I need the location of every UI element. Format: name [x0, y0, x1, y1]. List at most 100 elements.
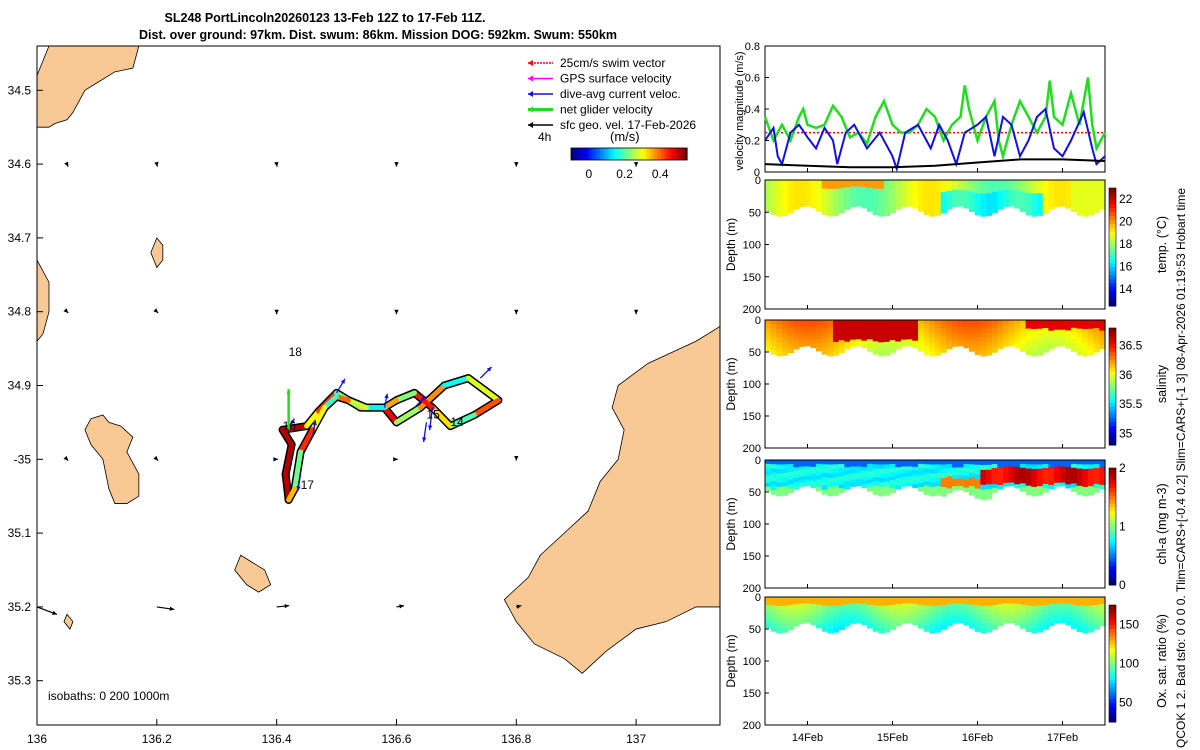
profile-cell — [878, 180, 885, 186]
profile-cell — [1099, 320, 1106, 325]
velocity-series-line — [764, 158, 1106, 169]
profile-cell — [1076, 464, 1083, 470]
profile-cell — [912, 197, 919, 202]
profile-cell — [901, 473, 908, 477]
profile-cell — [1048, 183, 1055, 188]
profile-colorbar-tick-label: 2 — [1119, 461, 1126, 475]
profile-cell — [1065, 610, 1072, 615]
profile-cell — [1059, 606, 1066, 611]
profile-cell — [787, 192, 794, 197]
profile-cell — [952, 199, 959, 204]
map-ytick-label: 34.8 — [8, 305, 32, 319]
profile-cell — [1065, 477, 1072, 482]
profile-cell — [946, 180, 953, 185]
profile-cell — [1059, 196, 1066, 201]
geo-vector-arrow-head — [284, 603, 290, 609]
profile-cell — [838, 484, 845, 489]
profile-cell — [1031, 482, 1038, 488]
profile-cell — [923, 192, 930, 198]
profile-cell — [1054, 193, 1061, 198]
profile-cell — [1082, 486, 1089, 492]
profile-cell — [804, 619, 811, 624]
legend-arrowhead — [528, 106, 533, 113]
profile-cell — [1065, 333, 1072, 338]
profile-cell — [923, 622, 930, 628]
profile-cell — [884, 210, 891, 216]
profile-cell — [940, 469, 947, 475]
profile-cell — [963, 180, 970, 185]
profile-cell — [918, 207, 925, 212]
profile-cell — [804, 342, 811, 347]
profile-cell — [1003, 203, 1010, 207]
profile-cell — [1076, 472, 1083, 478]
profile-cell — [816, 479, 823, 484]
profile-colorbar-cell — [1109, 207, 1116, 213]
geo-vector-arrow-head — [514, 309, 519, 315]
profile-cell — [901, 600, 908, 605]
colorbar-cell — [585, 148, 589, 160]
profile-cell — [946, 604, 953, 609]
profile-cell — [872, 188, 879, 194]
profile-cell — [946, 464, 953, 469]
profile-cell — [844, 470, 851, 476]
profile-cell — [974, 622, 981, 628]
profile-cell — [1093, 475, 1100, 481]
depth-tick-label: 150 — [743, 411, 761, 423]
profile-cell — [1020, 347, 1027, 352]
profile-colorbar-cell — [1109, 367, 1116, 372]
profile-cell — [1054, 613, 1061, 618]
profile-cell — [1037, 324, 1044, 330]
profile-cell — [918, 343, 925, 348]
profile-cell — [1082, 482, 1089, 488]
profile-cell — [957, 326, 964, 331]
profile-cell — [940, 625, 947, 630]
profile-cell — [1093, 612, 1100, 618]
profile-cell — [1031, 464, 1038, 470]
profile-cell — [963, 193, 970, 199]
legend-entry: 25cm/s swim vector — [560, 56, 665, 70]
profile-cell — [969, 620, 976, 625]
profile-colorbar-cell — [1109, 698, 1116, 703]
profile-cell — [765, 608, 772, 613]
profile-cell — [923, 460, 930, 465]
profile-cell — [935, 180, 942, 186]
profile-cell — [1042, 208, 1049, 213]
profile-cell — [974, 469, 981, 475]
profile-cell — [867, 608, 874, 614]
profile-cell — [844, 474, 851, 479]
profile-cell — [776, 337, 783, 343]
profile-cell — [1059, 186, 1066, 191]
profile-cell — [889, 601, 896, 606]
profile-cell — [850, 323, 857, 328]
profile-cell — [918, 467, 925, 473]
profile-cell — [810, 463, 817, 468]
geo-vector-arrow-head — [154, 161, 159, 167]
profile-cell — [940, 613, 947, 618]
profile-cell — [821, 626, 828, 632]
profile-colorbar-cell — [1109, 247, 1116, 252]
profile-cell — [1008, 320, 1015, 324]
colorbar-cell — [576, 148, 581, 160]
profile-cell — [895, 477, 902, 483]
profile-cell — [918, 320, 925, 325]
profile-cell — [1071, 199, 1078, 205]
profile-cell — [1037, 486, 1044, 492]
track-segment — [298, 427, 316, 455]
profile-cell — [884, 346, 891, 352]
profile-cell — [1088, 193, 1095, 199]
profile-cell — [878, 189, 885, 195]
profile-cell — [1020, 604, 1027, 610]
profile-cell — [986, 202, 993, 208]
profile-cell — [884, 324, 891, 330]
profile-cell — [1031, 610, 1038, 616]
profile-colorbar-cell — [1109, 605, 1116, 610]
profile-cell — [1031, 346, 1038, 352]
profile-cell — [952, 336, 959, 341]
profile-colorbar-cell — [1109, 636, 1116, 641]
profile-cell — [765, 467, 772, 473]
profile-cell — [855, 202, 862, 207]
profile-cell — [940, 609, 947, 614]
profile-cell — [923, 468, 930, 474]
profile-cell — [878, 464, 885, 470]
